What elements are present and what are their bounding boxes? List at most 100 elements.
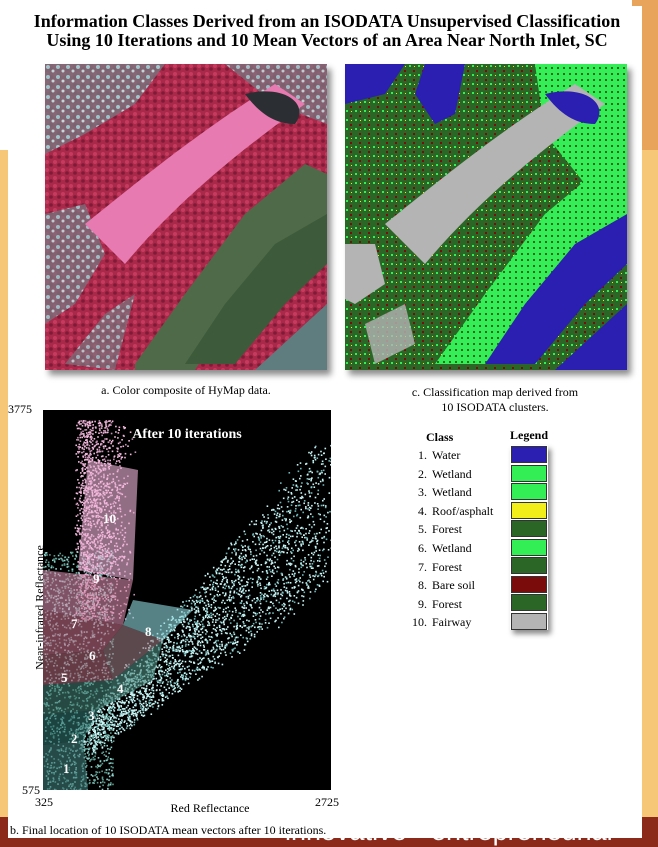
scatter-point (308, 478, 310, 480)
scatter-point (278, 489, 280, 492)
scatter-point (77, 547, 79, 550)
scatter-point (118, 709, 121, 711)
scatter-point (95, 713, 98, 716)
scatter-point (96, 771, 99, 774)
scatter-point (178, 634, 180, 636)
scatter-point (90, 441, 92, 444)
scatter-point (289, 521, 291, 524)
scatter-point (102, 728, 105, 731)
scatter-point (210, 636, 212, 638)
scatter-point (109, 717, 112, 719)
scatter-point (299, 580, 301, 583)
scatter-point (234, 573, 236, 576)
scatter-point (75, 572, 78, 574)
scatter-point (94, 731, 96, 733)
scatter-point (324, 447, 327, 450)
scatter-point (316, 584, 319, 586)
scatter-point (296, 489, 298, 491)
scatter-point (296, 486, 299, 488)
scatter-point (297, 550, 299, 552)
scatter-point (141, 709, 144, 711)
scatter-point (251, 558, 254, 560)
scatter-point (215, 582, 217, 584)
scatter-point (216, 626, 218, 629)
scatter-point (122, 728, 125, 730)
scatter-point (86, 444, 88, 446)
scatter-point (102, 722, 105, 725)
scatter-point (98, 432, 100, 434)
scatter-point (314, 574, 317, 576)
scatter-point (209, 584, 211, 586)
scatter-point (201, 586, 204, 588)
scatter-point (291, 573, 294, 575)
scatter-point (239, 652, 241, 654)
scatter-point (289, 518, 291, 521)
scatter-point (252, 541, 254, 543)
scatter-point (89, 431, 91, 433)
scatter-point (184, 678, 187, 680)
scatter-point (98, 446, 101, 449)
scatter-point (296, 499, 298, 501)
scatter-point (214, 662, 216, 664)
scatter-point (245, 555, 247, 557)
scatter-point (298, 529, 300, 532)
scatter-point (229, 622, 232, 624)
scatter-point (110, 442, 112, 445)
scatter-point (148, 702, 151, 705)
scatter-point (290, 535, 292, 538)
scatter-point (200, 586, 203, 589)
scatter-point (202, 616, 204, 619)
scatter-point (285, 576, 288, 579)
scatter-point (113, 576, 115, 579)
scatter-point (109, 723, 111, 726)
scatter-point (248, 631, 250, 634)
scatter-point (292, 484, 295, 486)
scatter-point (248, 594, 251, 597)
scatter-point (98, 451, 100, 453)
scatter-point (184, 654, 186, 657)
scatter-point (312, 553, 315, 556)
scatter-point (250, 551, 252, 553)
scatter-point (120, 705, 122, 707)
scatter-point (82, 463, 85, 466)
scatter-point (112, 720, 115, 723)
scatter-point (188, 641, 190, 643)
scatter-point (255, 614, 257, 616)
scatter-point (196, 628, 198, 631)
scatter-point (290, 493, 293, 495)
scatter-point (75, 533, 77, 535)
scatter-point (172, 689, 175, 691)
scatter-point (225, 628, 228, 630)
scatter-point (55, 568, 57, 570)
scatter-point (330, 444, 331, 447)
scatter-point (110, 713, 112, 715)
scatter-point (323, 575, 325, 578)
scatter-point (247, 581, 249, 584)
scatter-point (78, 461, 80, 463)
scatter-point (113, 458, 115, 461)
scatter-point (84, 487, 87, 489)
scatter-point (148, 693, 151, 695)
scatter-point (94, 741, 97, 744)
scatter-point (322, 499, 324, 502)
scatter-point (293, 515, 295, 518)
scatter-point (235, 541, 237, 543)
scatter-point (117, 731, 120, 734)
scatter-point (275, 585, 278, 587)
scatter-point (299, 504, 301, 507)
scatter-point (277, 593, 279, 596)
scatter-point (180, 640, 183, 642)
scatter-point (83, 433, 85, 435)
scatter-point (172, 647, 175, 649)
scatter-point (274, 539, 277, 542)
scatter-point (107, 709, 109, 711)
scatter-point (91, 747, 94, 749)
scatter-point (196, 643, 199, 645)
scatter-point (96, 448, 99, 451)
scatter-point (295, 596, 298, 599)
scatter-point (250, 566, 253, 569)
scatter-point (79, 446, 81, 448)
scatter-point (193, 650, 196, 652)
scatter-point (319, 472, 321, 475)
scatter-point (122, 701, 125, 704)
